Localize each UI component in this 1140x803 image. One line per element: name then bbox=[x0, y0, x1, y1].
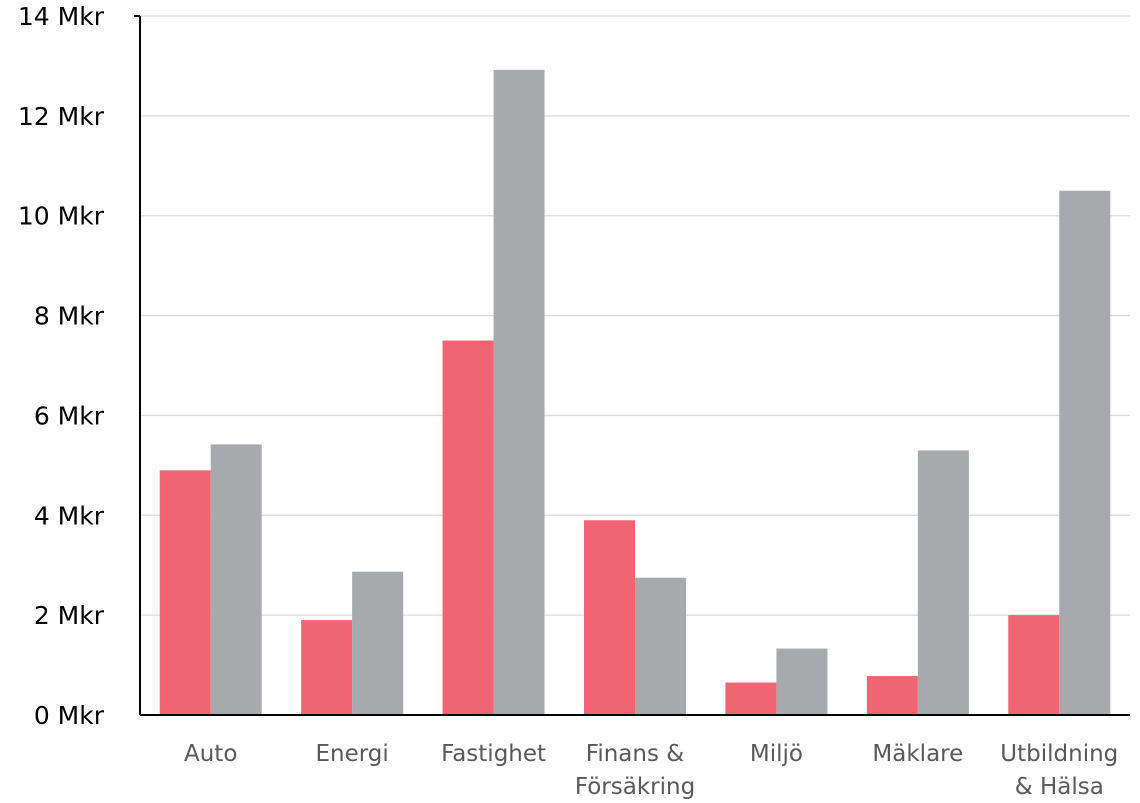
bars bbox=[159, 69, 1111, 716]
y-tick-label: 2 Mkr bbox=[34, 601, 105, 630]
x-tick-label: Finans & bbox=[586, 741, 684, 767]
x-tick-label: Försäkring bbox=[575, 774, 695, 800]
y-tick-label: 6 Mkr bbox=[34, 401, 105, 430]
bar-series-2 bbox=[493, 69, 545, 716]
x-tick-label: Fastighet bbox=[441, 741, 546, 767]
bar-series-1 bbox=[866, 676, 918, 715]
bar-series-2 bbox=[776, 648, 828, 715]
axes bbox=[134, 15, 1130, 716]
y-tick-label: 4 Mkr bbox=[34, 501, 105, 530]
x-tick-label: Miljö bbox=[750, 741, 803, 767]
y-tick-label: 8 Mkr bbox=[34, 302, 105, 331]
x-tick-label: & Hälsa bbox=[1015, 774, 1104, 800]
x-tick-label: Utbildning bbox=[1000, 741, 1118, 767]
bar-series-1 bbox=[1008, 615, 1060, 715]
bar-series-2 bbox=[352, 571, 404, 715]
gridlines bbox=[140, 15, 1130, 616]
bar-series-1 bbox=[584, 520, 635, 715]
x-tick-label: Mäklare bbox=[872, 741, 963, 767]
bar-series-2 bbox=[917, 450, 969, 715]
y-tick-label: 0 Mkr bbox=[34, 701, 105, 730]
bar-series-1 bbox=[301, 620, 353, 715]
y-axis-tick-labels: 0 Mkr 2 Mkr 4 Mkr 6 Mkr 8 Mkr 10 Mkr 12 Mkr 14 … bbox=[18, 2, 105, 730]
bar-series-1 bbox=[442, 340, 494, 715]
bar-series-1 bbox=[159, 470, 211, 715]
x-tick-label: Auto bbox=[184, 741, 237, 767]
bar-series-2 bbox=[1059, 190, 1111, 715]
bar-series-2 bbox=[210, 444, 262, 715]
y-tick-label: 10 Mkr bbox=[18, 202, 105, 231]
y-tick-label: 14 Mkr bbox=[18, 2, 105, 31]
x-tick-label: Energi bbox=[315, 741, 388, 767]
bar-series-2 bbox=[635, 577, 686, 715]
x-axis-tick-labels: Auto Energi Fastighet Finans & Försäkring Mil… bbox=[184, 741, 1118, 800]
y-tick-label: 12 Mkr bbox=[18, 102, 105, 131]
bar-series-1 bbox=[725, 682, 777, 715]
